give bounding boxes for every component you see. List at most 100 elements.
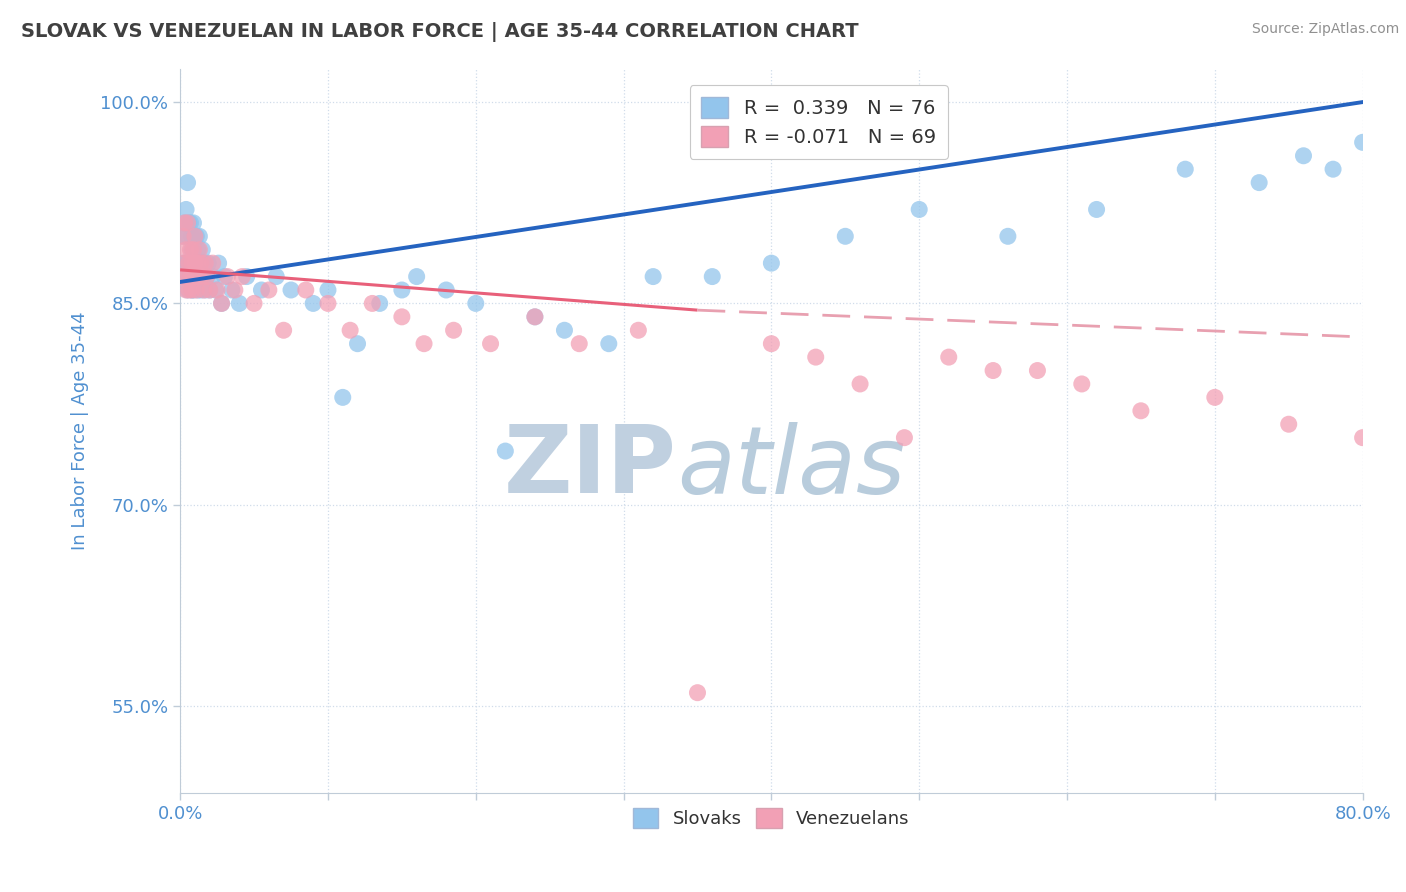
Point bbox=[186, 269, 208, 284]
Point bbox=[195, 269, 218, 284]
Point bbox=[250, 283, 273, 297]
Point bbox=[181, 229, 204, 244]
Point bbox=[187, 256, 209, 270]
Point bbox=[184, 256, 207, 270]
Point bbox=[761, 256, 783, 270]
Text: atlas: atlas bbox=[676, 422, 905, 513]
Point bbox=[553, 323, 575, 337]
Point bbox=[643, 269, 665, 284]
Point bbox=[316, 296, 339, 310]
Point bbox=[194, 256, 217, 270]
Point bbox=[1204, 390, 1226, 404]
Point bbox=[361, 296, 384, 310]
Point bbox=[183, 256, 205, 270]
Point bbox=[172, 256, 194, 270]
Point bbox=[391, 310, 413, 324]
Point bbox=[174, 243, 197, 257]
Point bbox=[174, 202, 197, 217]
Point bbox=[201, 256, 224, 270]
Point bbox=[181, 243, 204, 257]
Point bbox=[187, 283, 209, 297]
Point bbox=[761, 336, 783, 351]
Point bbox=[176, 229, 198, 244]
Point bbox=[834, 229, 856, 244]
Point bbox=[280, 283, 302, 297]
Point bbox=[188, 229, 211, 244]
Point bbox=[188, 269, 211, 284]
Point bbox=[804, 350, 827, 364]
Point bbox=[443, 323, 465, 337]
Point bbox=[391, 283, 413, 297]
Point bbox=[172, 229, 194, 244]
Point bbox=[1085, 202, 1108, 217]
Point bbox=[893, 431, 915, 445]
Point bbox=[187, 269, 209, 284]
Point bbox=[598, 336, 620, 351]
Point bbox=[346, 336, 368, 351]
Point bbox=[176, 269, 198, 284]
Point bbox=[172, 229, 194, 244]
Point bbox=[176, 176, 198, 190]
Point bbox=[405, 269, 427, 284]
Legend: Slovaks, Venezuelans: Slovaks, Venezuelans bbox=[626, 801, 917, 835]
Point bbox=[523, 310, 546, 324]
Point bbox=[294, 283, 316, 297]
Point bbox=[1322, 162, 1344, 177]
Point bbox=[179, 269, 201, 284]
Point bbox=[1070, 376, 1092, 391]
Point bbox=[908, 202, 931, 217]
Point bbox=[190, 256, 212, 270]
Point bbox=[177, 283, 200, 297]
Point bbox=[1292, 149, 1315, 163]
Point bbox=[195, 269, 218, 284]
Point bbox=[198, 283, 221, 297]
Point bbox=[214, 269, 236, 284]
Point bbox=[1129, 404, 1152, 418]
Point bbox=[183, 269, 205, 284]
Point bbox=[217, 269, 239, 284]
Point bbox=[221, 283, 243, 297]
Point bbox=[568, 336, 591, 351]
Point bbox=[1351, 136, 1374, 150]
Point bbox=[434, 283, 457, 297]
Point bbox=[186, 256, 208, 270]
Point bbox=[183, 283, 205, 297]
Point bbox=[204, 283, 226, 297]
Point bbox=[186, 229, 208, 244]
Point bbox=[188, 243, 211, 257]
Point bbox=[186, 269, 208, 284]
Point bbox=[235, 269, 257, 284]
Point bbox=[173, 216, 195, 230]
Point bbox=[184, 229, 207, 244]
Point bbox=[190, 283, 212, 297]
Point bbox=[479, 336, 502, 351]
Point bbox=[1381, 336, 1403, 351]
Point bbox=[413, 336, 436, 351]
Point bbox=[997, 229, 1019, 244]
Point bbox=[316, 283, 339, 297]
Point bbox=[197, 256, 219, 270]
Point bbox=[191, 269, 214, 284]
Point bbox=[176, 216, 198, 230]
Point bbox=[332, 390, 354, 404]
Point bbox=[184, 256, 207, 270]
Point bbox=[191, 269, 214, 284]
Point bbox=[211, 296, 233, 310]
Point bbox=[494, 444, 516, 458]
Point bbox=[179, 269, 201, 284]
Point bbox=[179, 216, 201, 230]
Point bbox=[1174, 162, 1197, 177]
Point bbox=[190, 256, 212, 270]
Point bbox=[193, 283, 215, 297]
Point bbox=[981, 363, 1004, 377]
Point bbox=[627, 323, 650, 337]
Point bbox=[198, 283, 221, 297]
Point bbox=[184, 229, 207, 244]
Point bbox=[264, 269, 287, 284]
Point bbox=[177, 256, 200, 270]
Text: ZIP: ZIP bbox=[503, 421, 676, 513]
Point bbox=[183, 243, 205, 257]
Point bbox=[702, 269, 724, 284]
Point bbox=[1278, 417, 1301, 432]
Point bbox=[1026, 363, 1049, 377]
